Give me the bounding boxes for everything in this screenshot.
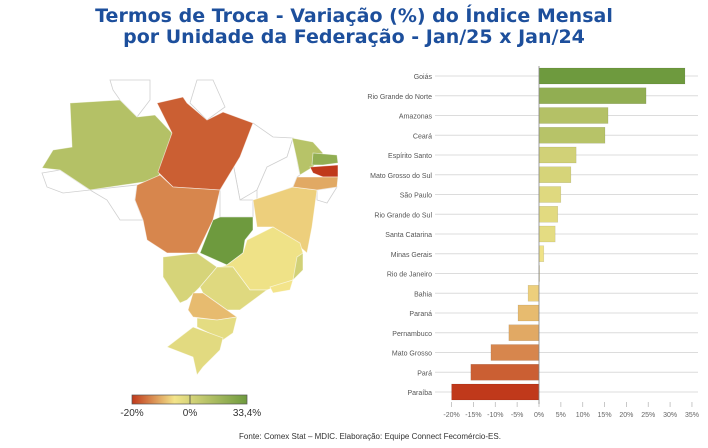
x-tick-label: 0% [534, 412, 544, 419]
x-tick-label: 10% [576, 412, 590, 419]
map-state-amapa [189, 79, 226, 121]
category-label: Rio Grande do Norte [367, 94, 432, 101]
category-label: Goiás [414, 74, 433, 81]
x-tick-label: -5% [511, 412, 523, 419]
x-tick-label: 25% [641, 412, 655, 419]
bar-espirito-santo [538, 146, 577, 164]
category-label: Paraná [409, 311, 432, 318]
bar-amazonas [538, 107, 609, 124]
x-tick-label: 20% [619, 412, 633, 419]
category-label: Paraíba [407, 390, 432, 397]
bar-pernambuco [508, 324, 540, 341]
bar-sao-paulo [538, 186, 562, 203]
map-state-pernambuco [292, 176, 339, 191]
bar-santa-catarina [538, 225, 556, 243]
map-state-rio-de-janeiro [269, 279, 294, 294]
bar-paraiba [451, 383, 540, 401]
category-label: Mato Grosso [392, 351, 432, 358]
category-label: São Paulo [400, 193, 432, 200]
legend-max-label: 33,4% [233, 408, 261, 419]
bar-rio-grande-do-sul [538, 206, 559, 223]
map-state-espirito-santo [292, 252, 304, 282]
legend-mid-label: 0% [183, 408, 198, 419]
map-state-rondonia [88, 184, 144, 221]
map-state-paraiba [309, 164, 339, 178]
title-line-2: por Unidade da Federação - Jan/25 x Jan/… [123, 26, 585, 48]
category-label: Ceará [413, 133, 432, 140]
x-tick-label: -20% [443, 412, 459, 419]
map-state-sao-paulo [199, 266, 269, 311]
bar-para [470, 364, 540, 381]
category-label: Pernambuco [392, 331, 432, 338]
category-label: Mato Grosso do Sul [370, 173, 432, 180]
bar-ceara [538, 127, 606, 144]
category-label: Rio Grande do Sul [374, 212, 432, 219]
source-footer: Fonte: Comex Stat – MDIC. Elaboração: Eq… [239, 432, 501, 441]
legend-min-label: -20% [120, 408, 143, 419]
map-legend: -20% 0% 33,4% [120, 394, 261, 419]
map-state-rio-grande-do-norte [311, 152, 339, 166]
x-tick-label: 35% [685, 412, 699, 419]
category-label: Santa Catarina [385, 232, 432, 239]
map-state-acre [41, 169, 92, 194]
x-tick-label: 15% [598, 412, 612, 419]
map-state-rio-grande-do-sul [166, 326, 224, 376]
x-tick-label: 5% [556, 412, 566, 419]
brazil-map [41, 79, 339, 376]
category-label: Espírito Santo [388, 153, 432, 160]
bar-goias [538, 67, 686, 85]
chart-title: Termos de Troca - Variação (%) do Índice… [0, 6, 708, 48]
bar-minas-gerais [538, 245, 545, 262]
category-label: Pará [417, 370, 432, 377]
x-tick-label: -10% [487, 412, 503, 419]
bar-mato-grosso-do-sul [538, 166, 572, 183]
category-label: Minas Gerais [391, 252, 433, 259]
map-state-santa-catarina [196, 316, 238, 341]
x-tick-label: 30% [663, 412, 677, 419]
bar-bahia [527, 285, 540, 302]
category-label: Bahia [414, 291, 432, 298]
x-tick-label: -15% [465, 412, 481, 419]
category-label: Rio de Janeiro [387, 272, 432, 279]
bar-chart: Goiás Rio Grande do Norte Amazonas Ceará Esp… [367, 66, 699, 419]
category-label: Amazonas [399, 114, 433, 121]
map-state-para [156, 96, 254, 191]
bar-mato-grosso [490, 344, 540, 361]
legend-gradient-bar [131, 394, 248, 405]
title-line-1: Termos de Troca - Variação (%) do Índice… [95, 5, 613, 27]
bar-parana [517, 304, 540, 322]
bar-rio-grande-do-norte [538, 87, 647, 104]
